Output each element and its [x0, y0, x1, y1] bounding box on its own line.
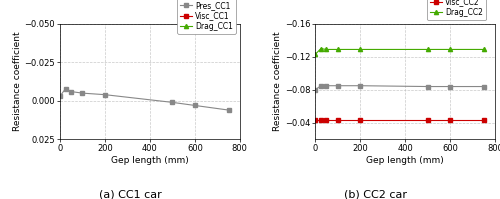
- Legend: Pres_CC2, Visc_CC2, Drag_CC2: Pres_CC2, Visc_CC2, Drag_CC2: [428, 0, 486, 20]
- Drag_CC2: [481, 48, 487, 51]
- Text: (b) CC2 car: (b) CC2 car: [344, 189, 406, 199]
- Drag_CC1: [170, 14, 175, 16]
- Visc_CC2: [357, 118, 363, 121]
- Line: Pres_CC2: Pres_CC2: [314, 84, 486, 92]
- Drag_CC2: [447, 48, 453, 51]
- Drag_CC2: [312, 53, 318, 56]
- Pres_CC1: [102, 94, 108, 96]
- Pres_CC2: [318, 85, 324, 87]
- Pres_CC1: [80, 92, 86, 94]
- Drag_CC1: [226, 21, 232, 23]
- Y-axis label: Resistance coefficient: Resistance coefficient: [273, 32, 282, 131]
- Drag_CC2: [324, 48, 330, 51]
- Pres_CC2: [481, 85, 487, 88]
- Visc_CC1: [192, 12, 198, 14]
- Drag_CC2: [424, 48, 430, 51]
- Visc_CC1: [57, 10, 63, 13]
- Drag_CC1: [192, 17, 198, 19]
- Drag_CC2: [318, 47, 324, 50]
- Pres_CC2: [324, 85, 330, 87]
- Legend: Pres_CC1, Visc_CC1, Drag_CC1: Pres_CC1, Visc_CC1, Drag_CC1: [178, 0, 236, 34]
- Visc_CC1: [226, 12, 232, 14]
- Pres_CC2: [447, 85, 453, 88]
- Line: Visc_CC2: Visc_CC2: [314, 118, 486, 121]
- X-axis label: Gep length (mm): Gep length (mm): [111, 156, 189, 165]
- Drag_CC2: [334, 48, 340, 51]
- Pres_CC2: [334, 85, 340, 87]
- Line: Drag_CC1: Drag_CC1: [58, 0, 231, 24]
- Visc_CC1: [68, 12, 74, 14]
- Pres_CC1: [226, 109, 232, 111]
- Visc_CC2: [318, 118, 324, 121]
- Pres_CC2: [312, 89, 318, 91]
- Visc_CC1: [62, 12, 68, 14]
- Drag_CC1: [68, 3, 74, 5]
- Drag_CC1: [57, 6, 63, 8]
- Pres_CC1: [192, 104, 198, 107]
- Text: (a) CC1 car: (a) CC1 car: [98, 189, 162, 199]
- Pres_CC1: [68, 90, 74, 93]
- Line: Visc_CC1: Visc_CC1: [58, 10, 230, 15]
- Pres_CC2: [424, 85, 430, 88]
- Drag_CC1: [80, 4, 86, 7]
- Visc_CC2: [334, 118, 340, 121]
- Pres_CC1: [57, 95, 63, 97]
- Y-axis label: Resistance coefficient: Resistance coefficient: [12, 32, 22, 131]
- Drag_CC2: [357, 48, 363, 51]
- Pres_CC1: [170, 101, 175, 103]
- Visc_CC1: [80, 12, 86, 14]
- Visc_CC2: [481, 118, 487, 121]
- Drag_CC1: [62, 0, 68, 2]
- Pres_CC1: [62, 87, 68, 90]
- Visc_CC2: [312, 118, 318, 121]
- Visc_CC1: [102, 12, 108, 14]
- Visc_CC1: [170, 12, 175, 14]
- Line: Drag_CC2: Drag_CC2: [313, 47, 486, 57]
- X-axis label: Gep length (mm): Gep length (mm): [366, 156, 444, 165]
- Visc_CC2: [447, 118, 453, 121]
- Pres_CC2: [357, 85, 363, 87]
- Visc_CC2: [324, 118, 330, 121]
- Visc_CC2: [424, 118, 430, 121]
- Line: Pres_CC1: Pres_CC1: [58, 87, 230, 112]
- Drag_CC1: [102, 6, 108, 8]
